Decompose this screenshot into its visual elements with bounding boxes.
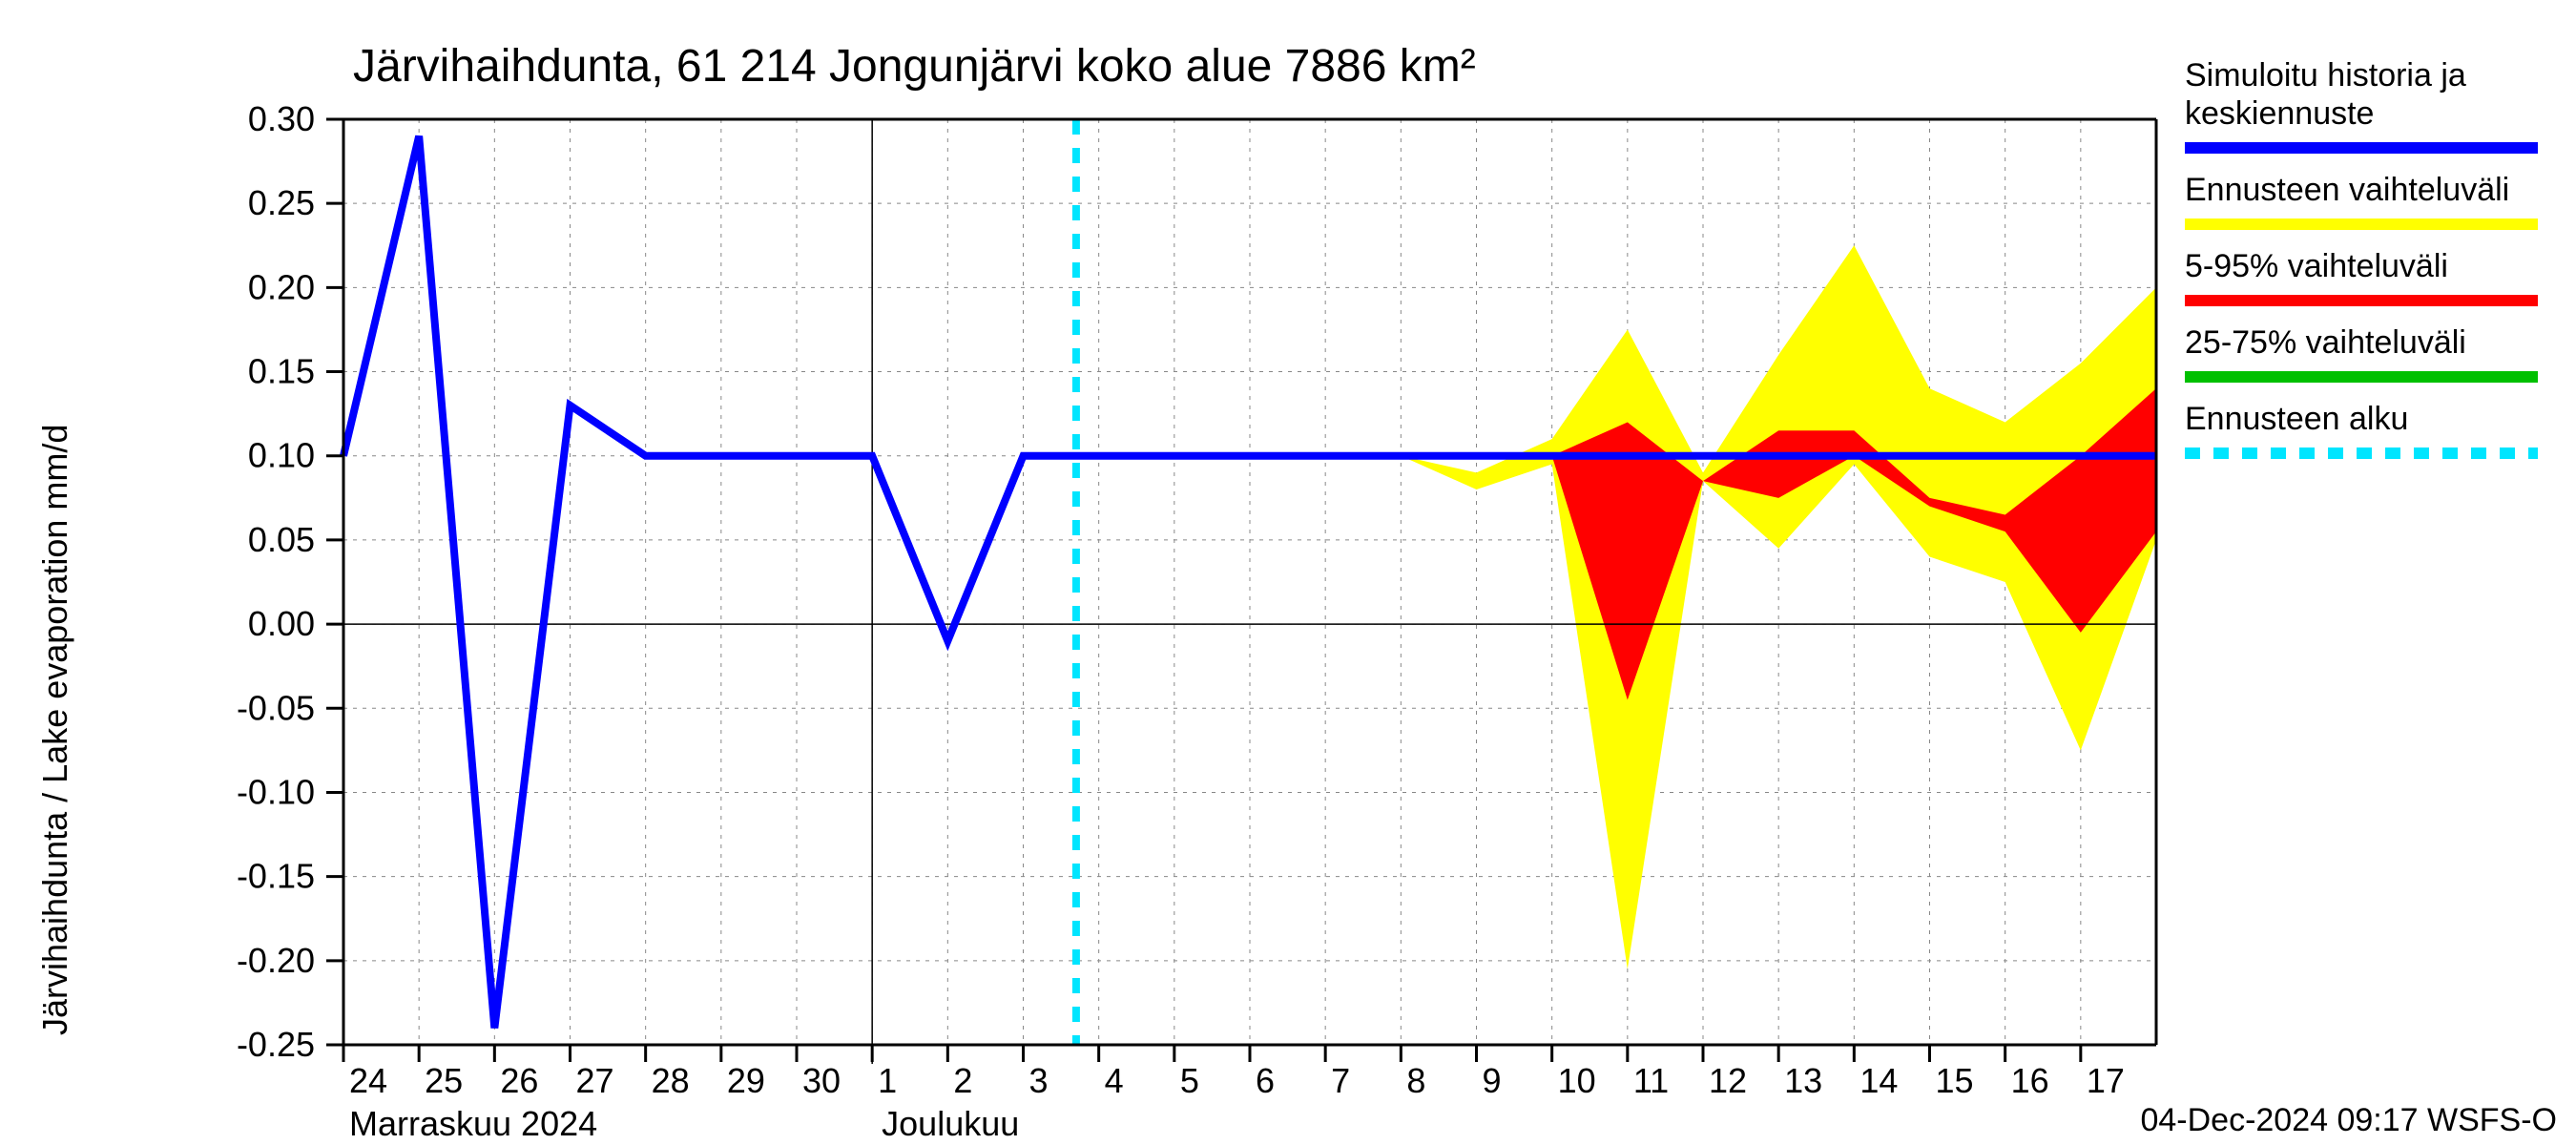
y-tick-label: -0.10 [237, 772, 315, 811]
legend-label: 25-75% vaihteluväli [2185, 324, 2466, 361]
x-tick-label: 15 [1936, 1061, 1974, 1100]
y-tick-label: -0.25 [237, 1025, 315, 1064]
y-tick-label: 0.00 [248, 604, 315, 643]
y-tick-label: 0.30 [248, 99, 315, 138]
y-axis-label: Järvihaihdunta / Lake evaporation mm/d [35, 425, 74, 1035]
legend-label: Ennusteen alku [2185, 401, 2408, 437]
x-tick-label: 28 [652, 1061, 690, 1100]
legend-label-2: keskiennuste [2185, 95, 2374, 132]
x-tick-label: 5 [1180, 1061, 1199, 1100]
y-tick-label: -0.05 [237, 688, 315, 727]
x-tick-label: 4 [1105, 1061, 1124, 1100]
y-tick-label: -0.20 [237, 941, 315, 980]
x-tick-label: 17 [2087, 1061, 2125, 1100]
x-tick-label: 7 [1331, 1061, 1350, 1100]
x-tick-label: 26 [500, 1061, 538, 1100]
x-tick-label: 30 [802, 1061, 841, 1100]
x-tick-label: 9 [1483, 1061, 1502, 1100]
x-tick-label: 12 [1709, 1061, 1747, 1100]
legend-label: 5-95% vaihteluväli [2185, 248, 2448, 284]
y-tick-label: 0.15 [248, 352, 315, 391]
y-tick-label: 0.20 [248, 267, 315, 306]
y-tick-label: -0.15 [237, 857, 315, 896]
chart-footer: 04-Dec-2024 09:17 WSFS-O [2140, 1102, 2557, 1138]
x-tick-label: 1 [878, 1061, 897, 1100]
chart-title: Järvihaihdunta, 61 214 Jongunjärvi koko … [353, 41, 1476, 92]
x-tick-label: 27 [576, 1061, 614, 1100]
x-tick-label: 10 [1558, 1061, 1596, 1100]
y-tick-label: 0.10 [248, 436, 315, 475]
x-tick-label: 6 [1256, 1061, 1275, 1100]
x-tick-label: 14 [1859, 1061, 1898, 1100]
lake-evaporation-chart: -0.25 -0.20 -0.15 -0.10 -0.05 0.00 0.05 0.10 0.1… [0, 0, 2576, 1145]
y-tick-label: 0.25 [248, 183, 315, 222]
y-tick-label: 0.05 [248, 520, 315, 559]
month2-line1: Joulukuu [882, 1104, 1019, 1143]
x-tick-label: 24 [349, 1061, 387, 1100]
x-tick-label: 25 [425, 1061, 463, 1100]
x-tick-label: 2 [953, 1061, 972, 1100]
x-tick-label: 8 [1406, 1061, 1425, 1100]
legend-label: Simuloitu historia ja [2185, 57, 2466, 94]
x-tick-label: 3 [1029, 1061, 1049, 1100]
legend-label: Ennusteen vaihteluväli [2185, 172, 2509, 208]
month1-line1: Marraskuu 2024 [349, 1104, 597, 1143]
x-tick-label: 16 [2011, 1061, 2049, 1100]
x-tick-label: 29 [727, 1061, 765, 1100]
x-tick-label: 13 [1784, 1061, 1822, 1100]
x-tick-label: 11 [1633, 1061, 1669, 1100]
